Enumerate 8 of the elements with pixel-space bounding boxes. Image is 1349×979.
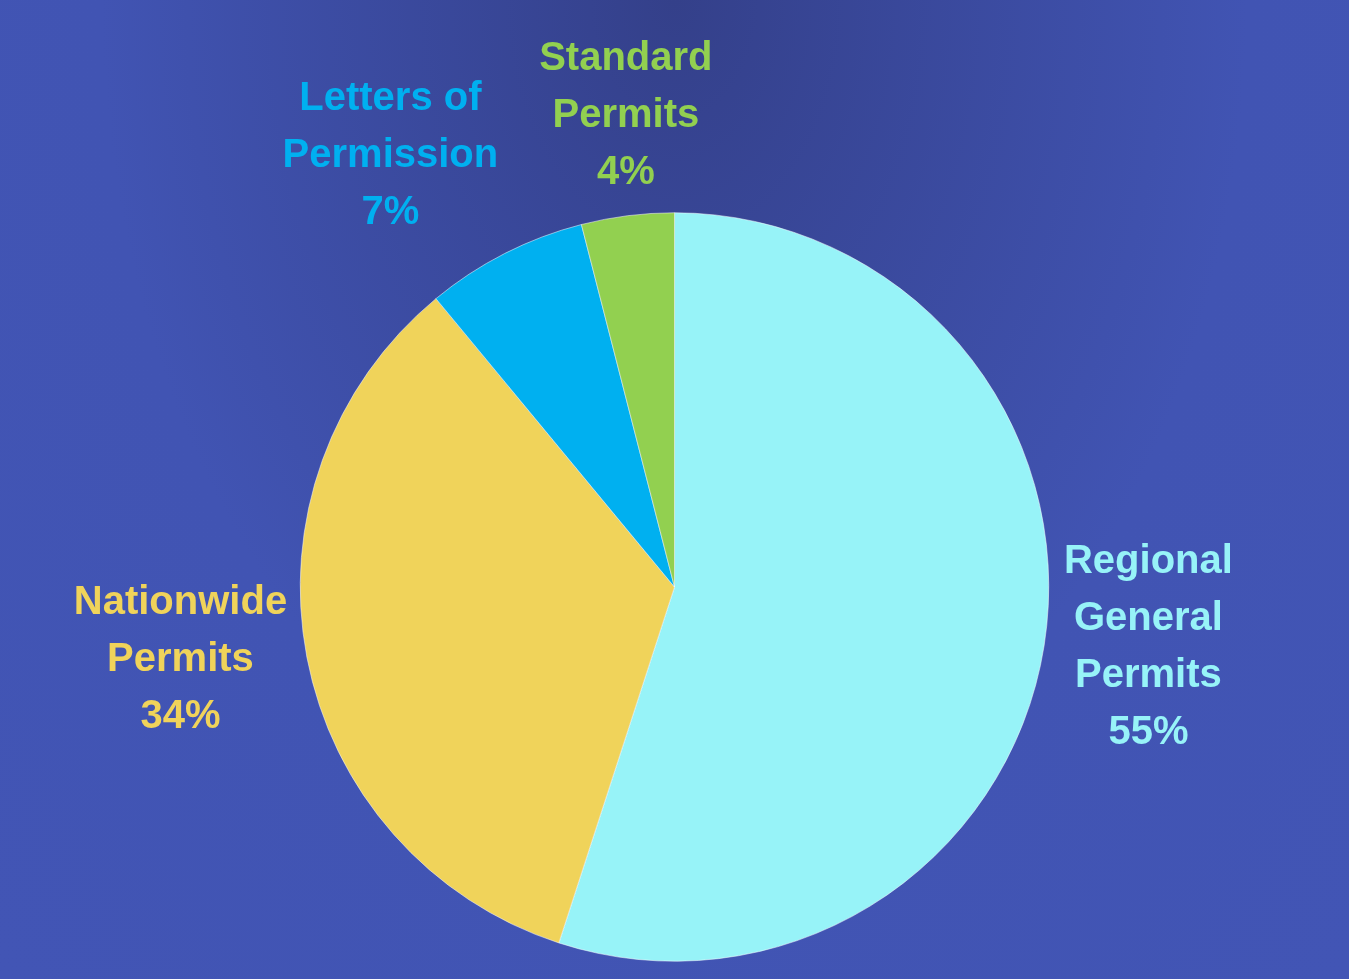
data-label: 55% (1108, 708, 1189, 753)
data-label: 34% (140, 691, 221, 736)
slice-label: Nationwide Permits (73, 577, 288, 679)
data-label: 7% (361, 187, 420, 232)
slice-label: Standard Permits (539, 34, 713, 136)
data-label: 4% (596, 148, 655, 193)
slice-label: Regional General Permits (1063, 537, 1233, 696)
slice-label: Letters of Permission (282, 73, 499, 175)
